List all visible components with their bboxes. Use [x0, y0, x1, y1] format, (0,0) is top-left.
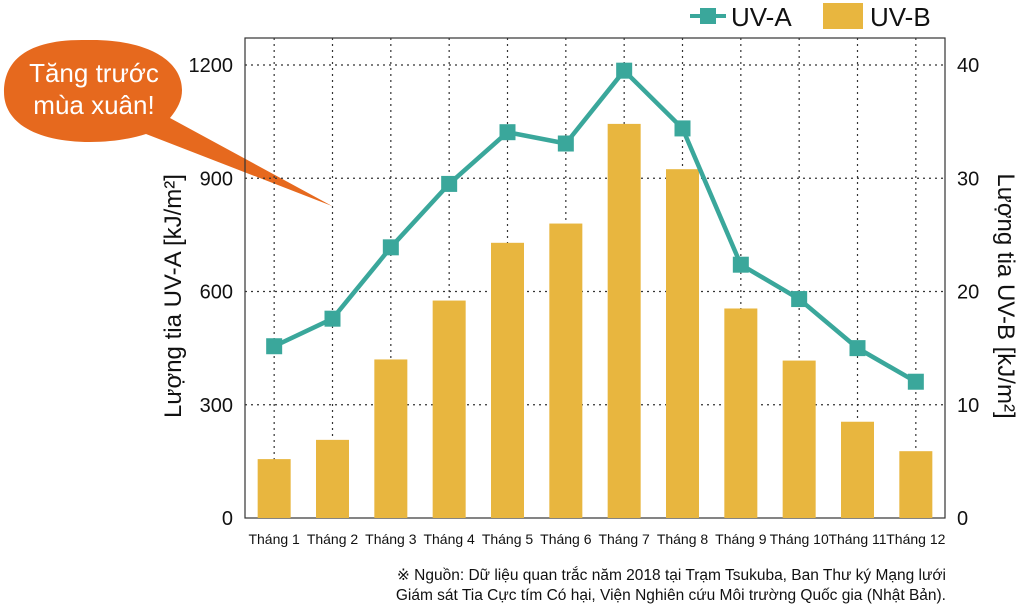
uva-line [273, 68, 917, 384]
x-tick-label: Tháng 9 [715, 531, 767, 547]
uvb-bar [316, 439, 349, 518]
uva-marker [441, 175, 458, 192]
x-tick-label: Tháng 5 [482, 531, 534, 547]
source-note: ※ Nguồn: Dữ liệu quan trắc năm 2018 tại … [396, 566, 946, 606]
x-tick-label: Tháng 8 [657, 531, 709, 547]
y-axis-left-title: Lượng tia UV-A [kJ/m²] [160, 174, 187, 418]
legend-uvb-swatch [823, 3, 863, 29]
y-tick-left: 600 [200, 282, 233, 304]
uva-marker [849, 340, 866, 357]
uva-marker [382, 239, 399, 256]
uva-marker [324, 310, 341, 327]
x-tick-label: Tháng 3 [365, 531, 417, 547]
y-tick-right: 0 [957, 508, 968, 530]
uvb-bar [841, 421, 874, 518]
legend-uva-label: UV-A [731, 2, 792, 32]
y-tick-left: 900 [200, 168, 233, 190]
legend-uva-marker [700, 8, 716, 24]
uva-marker [266, 338, 283, 355]
uvb-bar [374, 359, 408, 518]
uva-marker [732, 256, 749, 273]
x-tick-label: Tháng 10 [770, 531, 829, 547]
legend: UV-A UV-B [690, 2, 931, 32]
uva-marker [499, 124, 516, 141]
x-tick-label: Tháng 6 [540, 531, 592, 547]
x-tick-label: Tháng 1 [248, 531, 300, 547]
uvb-bar [899, 451, 933, 518]
callout-line-1: Tăng trước [29, 58, 159, 88]
plot-frame [244, 37, 946, 519]
y-tick-right: 20 [957, 282, 979, 304]
y-tick-right: 10 [957, 395, 979, 417]
uva-marker [791, 291, 808, 308]
y-tick-left: 300 [200, 395, 233, 417]
callout-bubble: Tăng trước mùa xuân! [4, 40, 332, 206]
uvb-bar [607, 123, 641, 518]
uva-marker [557, 135, 574, 152]
plot-area: 0 0 300 10 600 20 900 30 1200 40 Tháng 1 Tháng 2 Thá… [189, 37, 979, 547]
uvb-bar [432, 300, 466, 518]
y-tick-left: 0 [222, 508, 233, 530]
uvb-bar [666, 169, 699, 518]
uvb-bar [491, 242, 524, 519]
y-tick-right: 30 [957, 168, 979, 190]
y-tick-left: 1200 [189, 55, 234, 77]
y-axis-right-title: Lượng tia UV-B [kJ/m²] [992, 173, 1019, 418]
uva-marker [616, 62, 633, 79]
x-tick-label: Tháng 4 [423, 531, 475, 547]
source-line-1: ※ Nguồn: Dữ liệu quan trắc năm 2018 tại … [396, 567, 946, 584]
uva-marker [674, 120, 691, 137]
uvb-bar [257, 459, 291, 518]
legend-uvb-label: UV-B [870, 2, 931, 32]
uvb-bar [782, 360, 816, 518]
uva-marker [907, 373, 924, 390]
x-tick-label: Tháng 2 [307, 531, 359, 547]
x-tick-label: Tháng 11 [828, 531, 886, 547]
x-tick-label: Tháng 12 [886, 531, 945, 547]
uvb-bar [549, 223, 583, 519]
callout-line-2: mùa xuân! [33, 90, 154, 120]
y-tick-right: 40 [957, 55, 979, 77]
uvb-bar [724, 308, 758, 518]
source-line-2: Giám sát Tia Cực tím Có hại, Viện Nghiên… [395, 587, 946, 604]
x-tick-label: Tháng 7 [598, 531, 650, 547]
